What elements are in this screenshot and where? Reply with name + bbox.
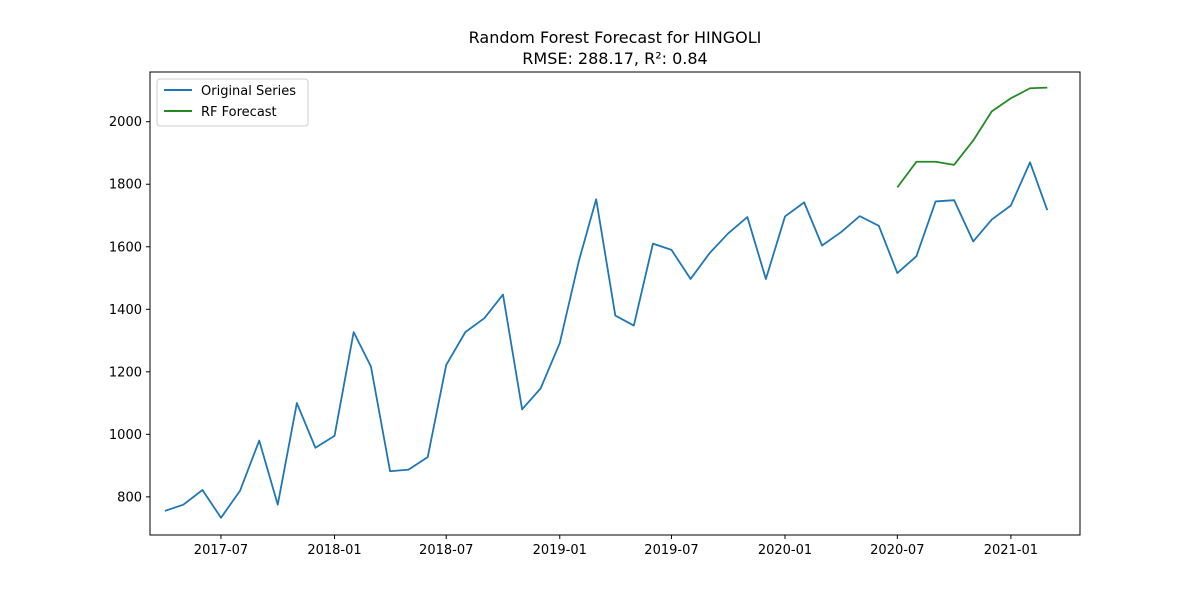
series-1-point — [990, 110, 993, 113]
series-1-point — [1009, 97, 1012, 100]
series-0-point — [426, 456, 429, 459]
series-0-point — [407, 468, 410, 471]
series-0-point — [803, 201, 806, 204]
series-0-point — [670, 248, 673, 251]
series-0-point — [840, 231, 843, 234]
y-tick-label: 1400 — [109, 303, 142, 318]
series-0-point — [595, 198, 598, 201]
x-tick-label: 2018-07 — [419, 543, 473, 558]
x-tick-label: 2019-07 — [644, 543, 698, 558]
x-tick-label: 2018-01 — [307, 543, 361, 558]
series-0-point — [333, 434, 336, 437]
y-tick-label: 800 — [117, 490, 142, 505]
series-0-point — [239, 489, 242, 492]
chart-title: Random Forest Forecast for HINGOLI — [469, 28, 762, 47]
legend: Original Series RF Forecast — [156, 78, 309, 127]
y-tick-label: 1200 — [109, 365, 142, 380]
series-0-point — [314, 446, 317, 449]
series-0-point — [295, 402, 298, 405]
series-0-point — [990, 218, 993, 221]
x-tick-label: 2021-01 — [984, 543, 1038, 558]
series-0-point — [632, 324, 635, 327]
chart-subtitle: RMSE: 288.17, R²: 0.84 — [522, 49, 707, 68]
series-0-point — [972, 240, 975, 243]
series-0-point — [896, 272, 899, 275]
legend-label-original-series: Original Series — [201, 84, 296, 99]
axes-layer: 2017-07 2018-01 2018-07 2019-01 2019-07 2020-… — [109, 71, 1081, 558]
series-0-point — [764, 277, 767, 280]
series-0-point — [1046, 209, 1049, 212]
x-tick-label: 2019-01 — [533, 543, 587, 558]
series-0-point — [1029, 161, 1032, 164]
series-0-point — [182, 503, 185, 506]
series-0-point — [464, 331, 467, 334]
series-0-point — [389, 470, 392, 473]
series-line-1 — [896, 86, 1048, 188]
series-0-point — [614, 314, 617, 317]
y-tick-label: 1000 — [109, 428, 142, 443]
series-layer — [163, 86, 1049, 519]
series-0-point — [163, 509, 166, 512]
series-1-point — [934, 160, 937, 163]
legend-label-rf-forecast: RF Forecast — [201, 105, 277, 120]
series-line-0 — [164, 161, 1049, 519]
series-0-point — [352, 331, 355, 334]
series-1-point — [972, 139, 975, 142]
series-1-point — [915, 160, 918, 163]
x-tick-label: 2017-07 — [194, 543, 248, 558]
series-0-point — [689, 277, 692, 280]
series-0-point — [577, 259, 580, 262]
series-0-point — [1009, 204, 1012, 207]
series-0-point — [821, 244, 824, 247]
series-0-point — [445, 363, 448, 366]
series-0-point — [651, 242, 654, 245]
series-0-point — [539, 387, 542, 390]
series-1-point — [1046, 86, 1049, 89]
plot-frame — [149, 71, 1081, 536]
series-1-point — [896, 186, 899, 189]
legend-box — [156, 78, 309, 127]
series-0-point — [727, 232, 730, 235]
series-0-point — [483, 317, 486, 320]
series-0-point — [915, 255, 918, 258]
series-1-point — [1029, 87, 1032, 90]
y-tick-label: 1800 — [109, 178, 142, 193]
series-0-point — [369, 365, 372, 368]
series-0-point — [201, 488, 204, 491]
series-0-point — [746, 216, 749, 219]
series-0-point — [858, 215, 861, 218]
series-0-point — [558, 342, 561, 345]
series-0-point — [877, 224, 880, 227]
series-0-point — [708, 252, 711, 255]
series-0-point — [258, 439, 261, 442]
x-tick-label: 2020-07 — [870, 543, 924, 558]
series-0-point — [276, 503, 279, 506]
series-0-point — [953, 199, 956, 202]
x-tick-label: 2020-01 — [758, 543, 812, 558]
series-0-point — [934, 200, 937, 203]
y-tick-label: 1600 — [109, 240, 142, 255]
series-1-point — [953, 163, 956, 166]
y-tick-label: 2000 — [109, 115, 142, 130]
series-0-point — [521, 408, 524, 411]
series-0-point — [501, 293, 504, 296]
series-0-point — [219, 516, 222, 519]
series-0-point — [784, 215, 787, 218]
